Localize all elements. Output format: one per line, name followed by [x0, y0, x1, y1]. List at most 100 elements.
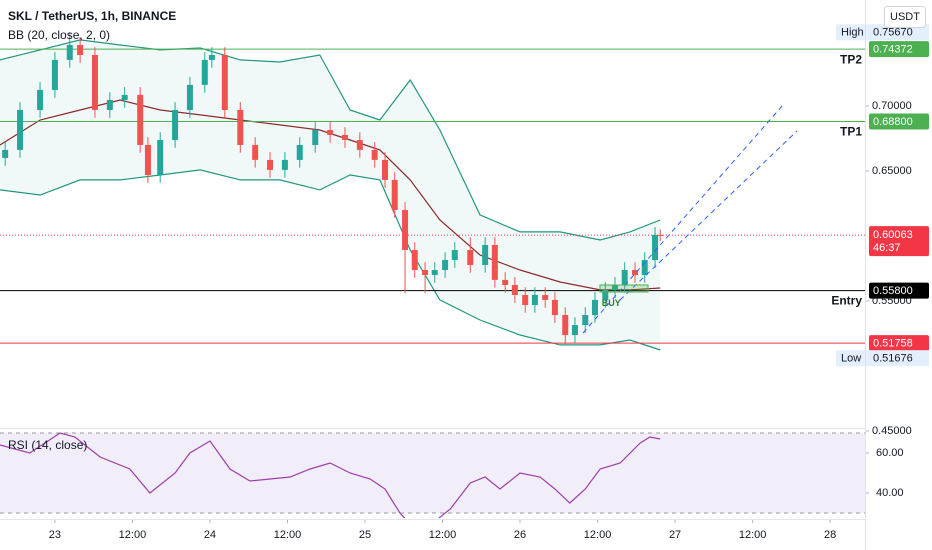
candle-body	[542, 294, 549, 300]
high-tag	[836, 24, 929, 41]
candle-body	[327, 130, 334, 135]
candle-body	[137, 94, 144, 145]
signal-label: BUY	[602, 298, 621, 308]
rsi-pane	[0, 432, 865, 518]
rsi-tick-label: 60.00	[876, 447, 904, 459]
rsi-tick-label: 40.00	[876, 487, 904, 499]
candle-body	[267, 159, 274, 170]
low-tag	[836, 350, 929, 367]
level-tag-label: 0.74372	[873, 44, 913, 56]
candle-body	[391, 179, 398, 210]
candle-body	[121, 94, 128, 100]
candle-body	[571, 325, 578, 336]
candle-body	[602, 289, 609, 300]
x-tick-label: 27	[669, 529, 681, 541]
level-tag-label: 0.51758	[873, 338, 913, 350]
chart-title: SKL / TetherUS, 1h, BINANCE	[8, 9, 176, 23]
x-tick-label: 12:00	[739, 529, 767, 541]
candle-body	[66, 44, 73, 60]
candle-body	[51, 59, 58, 90]
candle-body	[201, 59, 208, 85]
bb-basis	[0, 99, 661, 291]
candle-body	[106, 99, 113, 110]
candle-body	[382, 159, 389, 180]
candle-body	[531, 294, 538, 306]
candle-body	[641, 260, 648, 275]
candle-body	[482, 244, 489, 265]
high-name: High	[841, 27, 864, 39]
candle-body	[562, 315, 569, 336]
candle-body	[402, 209, 409, 251]
level-tag	[869, 282, 929, 299]
currency-label[interactable]: USDT	[890, 11, 920, 23]
candle-body	[91, 54, 98, 110]
candle-body	[281, 159, 288, 170]
y-tick-label: 0.45000	[872, 425, 912, 437]
candle-body	[37, 89, 44, 110]
candle-body	[502, 279, 509, 285]
axes: 23 12:00 24 12:00 25 12:00 26 12:00 27 12:00 28 0.7…	[49, 24, 929, 541]
x-tick-label: 28	[824, 529, 836, 541]
candle-body	[312, 130, 319, 145]
candle-body	[422, 270, 429, 275]
candle-body	[652, 234, 659, 261]
x-tick-label: 26	[514, 529, 526, 541]
level-name: TP2	[840, 52, 862, 66]
indicator-label: BB (20, close, 2, 0)	[8, 28, 110, 42]
candle-body	[451, 250, 458, 261]
candle-body	[208, 54, 215, 60]
candle-body	[591, 299, 598, 316]
candle-body	[442, 260, 449, 271]
x-tick-label: 12:00	[429, 529, 457, 541]
candle-body	[172, 109, 179, 141]
currency-button[interactable]	[884, 6, 926, 28]
rsi-band-fill	[0, 433, 865, 513]
candle-body	[356, 140, 363, 150]
candle-body	[17, 109, 24, 150]
candle-body	[551, 299, 558, 316]
level-tag-label: 0.68800	[873, 116, 913, 128]
candle-body	[341, 134, 348, 141]
candle-body	[296, 144, 303, 160]
channel-line	[619, 130, 798, 301]
countdown-label: 46:37	[873, 242, 901, 254]
bb-lower	[0, 169, 661, 351]
level-tag	[869, 335, 929, 352]
entry-zone	[599, 284, 649, 293]
y-tick-label: 0.65000	[872, 165, 912, 177]
level-tag	[869, 41, 929, 58]
candle-body	[522, 294, 529, 306]
candle-body	[491, 244, 498, 280]
level-tag	[869, 113, 929, 130]
rsi-title: RSI (14, close)	[8, 438, 87, 452]
candle-body	[611, 284, 618, 290]
x-tick-label: 23	[49, 529, 61, 541]
candle-body	[632, 270, 639, 275]
high-value: 0.75670	[873, 27, 913, 39]
channel-line	[582, 104, 784, 334]
x-tick-label: 12:00	[584, 529, 612, 541]
level-name: Entry	[831, 294, 862, 308]
candle-body	[157, 140, 164, 175]
candle-body	[657, 234, 664, 236]
candle-body	[621, 270, 628, 285]
candle-body	[77, 44, 84, 55]
bb-upper	[0, 39, 661, 241]
candle-body	[582, 315, 589, 326]
candle-body	[371, 149, 378, 160]
candle-body	[511, 284, 518, 295]
candle-body	[252, 144, 259, 160]
candle-body	[186, 84, 193, 110]
rsi-line	[0, 432, 661, 518]
candle-body	[144, 144, 151, 175]
last-price-tag	[869, 226, 929, 257]
y-tick-label: 0.70000	[872, 100, 912, 112]
candle-body	[431, 270, 438, 275]
low-name: Low	[841, 353, 861, 365]
level-tag-label: 0.55800	[873, 285, 913, 297]
candle-body	[2, 149, 9, 158]
candle-body	[221, 54, 228, 110]
